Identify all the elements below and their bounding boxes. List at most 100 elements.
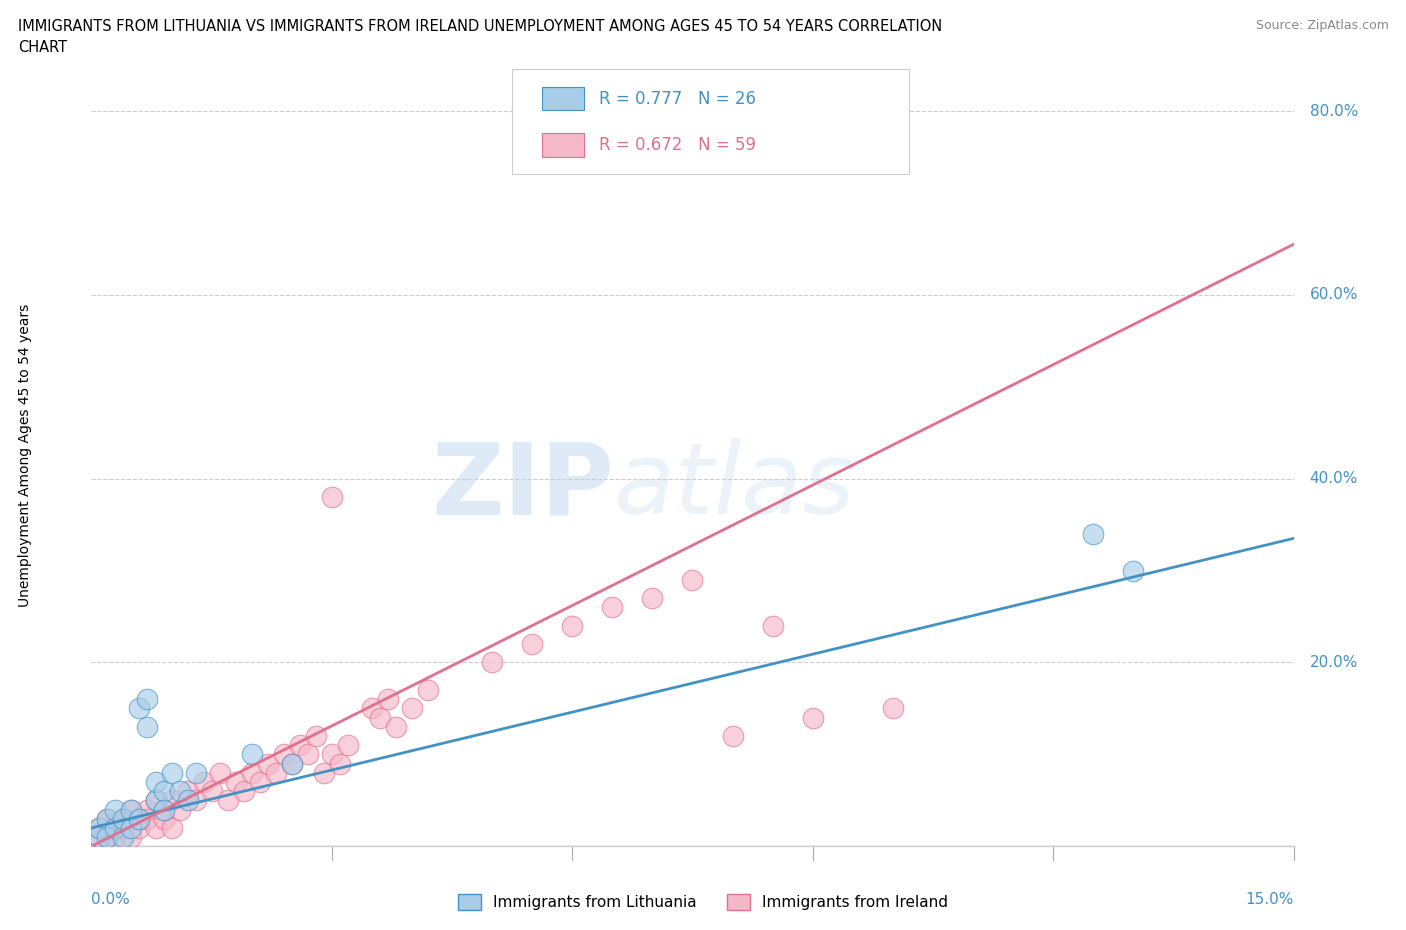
- Point: [377, 692, 399, 707]
- Point: [368, 711, 391, 725]
- Point: [89, 830, 111, 844]
- Point: [152, 802, 174, 817]
- Point: [385, 720, 408, 735]
- Text: CHART: CHART: [18, 40, 67, 55]
- Point: [112, 811, 135, 826]
- Point: [336, 737, 359, 752]
- Point: [96, 811, 118, 826]
- Point: [96, 811, 118, 826]
- Point: [305, 728, 328, 743]
- Point: [160, 820, 183, 835]
- Point: [184, 765, 207, 780]
- Point: [128, 811, 150, 826]
- Point: [145, 820, 167, 835]
- Text: atlas: atlas: [614, 438, 856, 536]
- Point: [561, 618, 583, 633]
- Point: [281, 756, 304, 771]
- Point: [184, 793, 207, 808]
- Point: [762, 618, 785, 633]
- Point: [128, 811, 150, 826]
- Point: [225, 775, 247, 790]
- Point: [641, 591, 664, 605]
- Point: [152, 811, 174, 826]
- Text: ZIP: ZIP: [432, 438, 614, 536]
- Point: [401, 701, 423, 716]
- Point: [104, 830, 127, 844]
- Point: [721, 728, 744, 743]
- Point: [176, 784, 198, 799]
- Legend: Immigrants from Lithuania, Immigrants from Ireland: Immigrants from Lithuania, Immigrants fr…: [450, 886, 956, 918]
- Text: Source: ZipAtlas.com: Source: ZipAtlas.com: [1256, 19, 1389, 32]
- Text: R = 0.777   N = 26: R = 0.777 N = 26: [599, 89, 755, 108]
- Point: [104, 802, 127, 817]
- Point: [145, 793, 167, 808]
- Point: [232, 784, 254, 799]
- Point: [240, 747, 263, 762]
- Point: [681, 572, 703, 587]
- Point: [121, 802, 143, 817]
- Point: [89, 820, 111, 835]
- Point: [96, 830, 118, 844]
- Point: [112, 830, 135, 844]
- Text: 0.0%: 0.0%: [91, 892, 131, 908]
- Point: [112, 820, 135, 835]
- Point: [152, 784, 174, 799]
- Text: 80.0%: 80.0%: [1309, 103, 1358, 118]
- Point: [208, 765, 231, 780]
- Point: [136, 811, 159, 826]
- Point: [169, 784, 191, 799]
- Point: [176, 793, 198, 808]
- Point: [217, 793, 239, 808]
- Point: [104, 820, 127, 835]
- Point: [416, 683, 439, 698]
- Point: [89, 820, 111, 835]
- Point: [312, 765, 335, 780]
- Point: [522, 637, 544, 652]
- Point: [273, 747, 295, 762]
- Point: [136, 802, 159, 817]
- Point: [801, 711, 824, 725]
- Point: [281, 756, 304, 771]
- Point: [329, 756, 352, 771]
- Point: [256, 756, 278, 771]
- Text: 15.0%: 15.0%: [1246, 892, 1294, 908]
- Text: 60.0%: 60.0%: [1309, 287, 1358, 302]
- Point: [201, 784, 224, 799]
- Point: [481, 655, 503, 670]
- Point: [1122, 564, 1144, 578]
- Point: [169, 802, 191, 817]
- Point: [89, 830, 111, 844]
- Point: [882, 701, 904, 716]
- Text: R = 0.672   N = 59: R = 0.672 N = 59: [599, 136, 755, 153]
- Text: Unemployment Among Ages 45 to 54 years: Unemployment Among Ages 45 to 54 years: [18, 304, 32, 607]
- Point: [152, 802, 174, 817]
- Point: [145, 793, 167, 808]
- Point: [288, 737, 311, 752]
- Text: 20.0%: 20.0%: [1309, 655, 1358, 670]
- Point: [121, 820, 143, 835]
- Point: [602, 600, 624, 615]
- Point: [136, 720, 159, 735]
- FancyBboxPatch shape: [512, 69, 908, 175]
- Point: [104, 820, 127, 835]
- Point: [249, 775, 271, 790]
- Bar: [543, 87, 585, 111]
- Point: [1083, 526, 1105, 541]
- Text: IMMIGRANTS FROM LITHUANIA VS IMMIGRANTS FROM IRELAND UNEMPLOYMENT AMONG AGES 45 : IMMIGRANTS FROM LITHUANIA VS IMMIGRANTS …: [18, 19, 942, 33]
- Point: [240, 765, 263, 780]
- Point: [264, 765, 287, 780]
- Point: [121, 802, 143, 817]
- Point: [145, 775, 167, 790]
- Point: [128, 820, 150, 835]
- Point: [121, 830, 143, 844]
- Point: [128, 701, 150, 716]
- Point: [160, 765, 183, 780]
- Point: [321, 747, 343, 762]
- Point: [96, 830, 118, 844]
- Point: [297, 747, 319, 762]
- Point: [136, 692, 159, 707]
- Point: [112, 811, 135, 826]
- Point: [193, 775, 215, 790]
- Bar: [543, 133, 585, 156]
- Point: [160, 793, 183, 808]
